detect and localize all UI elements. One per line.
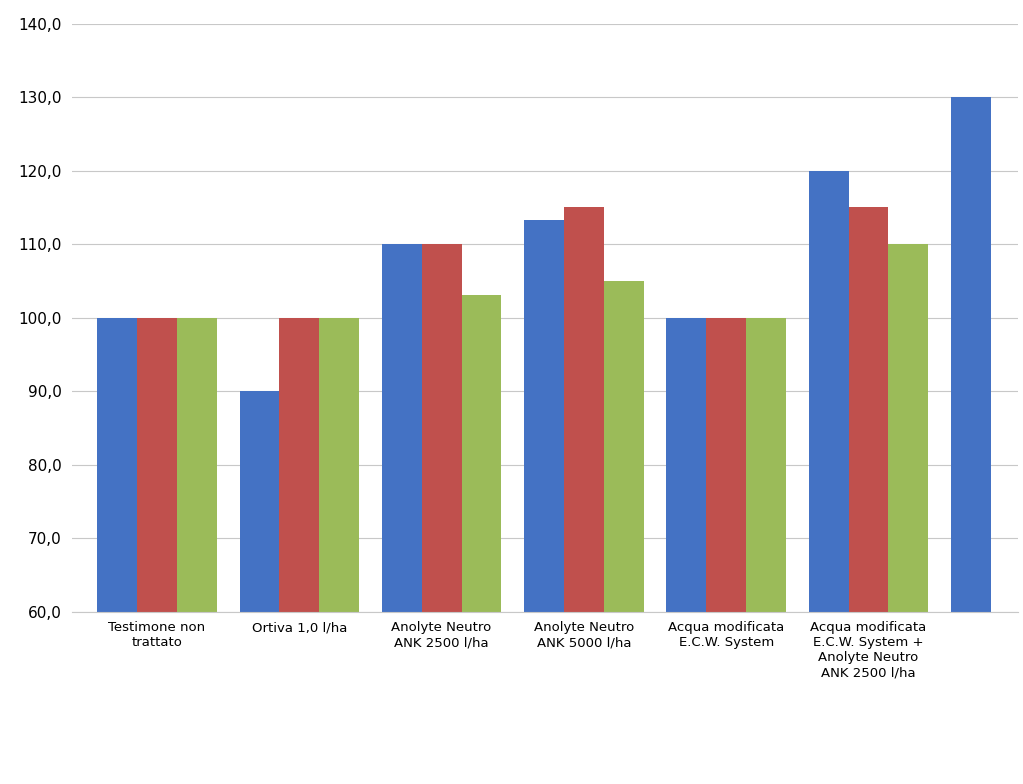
Bar [604, 281, 643, 784]
Bar [706, 318, 746, 784]
Bar [951, 97, 991, 784]
Bar [137, 318, 177, 784]
Bar [848, 207, 888, 784]
Bar [319, 318, 359, 784]
Bar [461, 296, 501, 784]
Bar [746, 318, 786, 784]
Bar [382, 244, 421, 784]
Bar [177, 318, 217, 784]
Bar [888, 244, 928, 784]
Bar [97, 318, 137, 784]
Bar [239, 391, 279, 784]
Bar [809, 170, 848, 784]
Bar [564, 207, 604, 784]
Bar [421, 244, 461, 784]
Bar [279, 318, 319, 784]
Bar [666, 318, 706, 784]
Bar [524, 220, 564, 784]
